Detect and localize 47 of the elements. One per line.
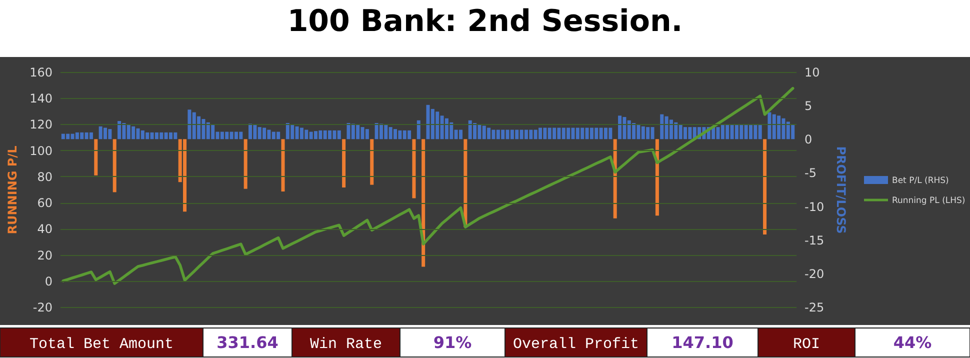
chart-title: 100 Bank: 2nd Session. [287,4,683,39]
bar [458,130,462,140]
text: 147.10 [672,333,734,352]
bar [416,120,420,140]
y2-tick-label: -10 [804,200,824,214]
y-tick-label: 80 [37,170,52,184]
text: Overall Profit [512,336,640,353]
bar [370,139,374,185]
bar [112,139,116,192]
text: Total Bet Amount [29,336,174,353]
bar [248,124,252,140]
bar [89,132,93,140]
bar [342,139,346,188]
y-tick-label: -20 [32,300,52,314]
bar [412,139,416,198]
y2-tick-label: -20 [804,266,824,281]
y-tick-label: 140 [30,92,52,106]
text: 44% [893,333,932,352]
text: ROI [792,336,820,353]
bar [365,129,369,140]
bar [618,116,622,140]
y-tick-label: 40 [37,222,52,236]
line-series [62,86,794,285]
y-tick-label: 0 [44,274,52,288]
y2-tick-label: 5 [804,99,812,114]
bar [281,139,285,192]
y2-tick-label: -15 [804,233,824,248]
y-tick-label: 160 [30,66,52,80]
y-tick-label: 100 [30,144,52,158]
text: Win Rate [310,336,382,353]
bar [244,139,248,189]
text: 331.64 [216,333,278,352]
bar [763,139,767,234]
y2-tick-label: 10 [804,66,820,80]
y-tick-label: 20 [37,248,52,262]
y2-tick-label: -25 [804,300,824,314]
y2-tick-label: -5 [804,166,816,180]
y2-tick-label: 0 [804,132,812,147]
y-tick-label: 120 [30,118,52,132]
legend-label: Running PL (LHS) [892,196,966,206]
text: 91% [433,333,472,352]
y-tick-label: 60 [37,196,52,210]
y-axis-title: RUNNING P/L [6,145,20,234]
bar [118,121,122,140]
bar [94,139,98,176]
legend-label: Bet P/L (RHS) [892,176,949,186]
y2-axis-title: PROFIT/LOSS [834,146,848,234]
